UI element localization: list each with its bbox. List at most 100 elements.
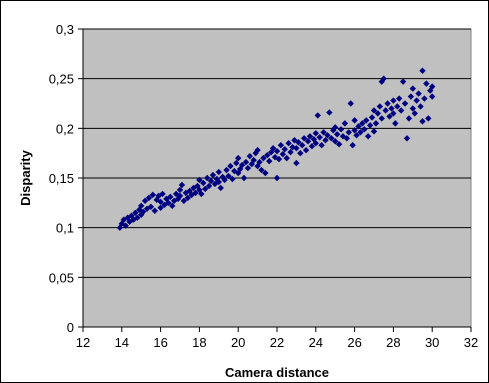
- data-point: [238, 161, 246, 169]
- y-tick-label: 0,1: [56, 221, 74, 236]
- data-point: [324, 132, 331, 139]
- data-point: [203, 174, 211, 182]
- data-point: [155, 192, 162, 200]
- data-point: [157, 204, 164, 211]
- data-point: [374, 110, 382, 117]
- data-point: [293, 159, 300, 167]
- data-point: [320, 129, 327, 136]
- data-point: [287, 148, 294, 156]
- data-point: [392, 120, 399, 127]
- data-point: [266, 157, 273, 165]
- data-points: [116, 67, 436, 231]
- x-tick-label: 22: [270, 335, 284, 350]
- data-point: [124, 214, 131, 221]
- data-point: [372, 120, 380, 127]
- x-tick-labels: 12 14 16 18 20 22 24 26 28 30 32: [76, 335, 478, 350]
- data-point: [275, 155, 283, 163]
- data-point: [407, 93, 415, 100]
- data-point: [337, 126, 345, 133]
- data-point: [289, 144, 296, 151]
- data-point: [388, 105, 395, 112]
- data-point: [264, 151, 271, 159]
- data-point: [250, 156, 257, 164]
- data-point: [285, 140, 292, 147]
- data-point: [138, 202, 145, 210]
- data-point: [419, 118, 426, 125]
- data-point: [399, 78, 407, 85]
- data-point: [227, 162, 234, 170]
- data-point: [217, 184, 224, 192]
- data-point: [269, 145, 277, 152]
- data-point: [273, 174, 281, 182]
- data-point: [413, 97, 420, 104]
- x-axis-title: Camera distance: [225, 365, 329, 380]
- y-tick-labels: 0 0,05 0,1 0,15 0,2 0,25 0,3: [49, 22, 74, 335]
- data-point: [357, 129, 364, 136]
- data-point: [120, 216, 127, 223]
- data-point: [145, 194, 153, 202]
- data-point: [242, 158, 250, 166]
- data-point: [376, 103, 384, 110]
- data-point: [176, 186, 184, 194]
- data-point: [153, 196, 160, 204]
- data-point: [304, 138, 312, 145]
- data-point: [318, 142, 325, 149]
- data-point: [394, 103, 401, 110]
- data-point: [401, 100, 409, 107]
- data-point: [332, 124, 339, 131]
- data-point: [419, 67, 426, 74]
- data-point: [235, 154, 242, 162]
- data-point: [333, 131, 341, 138]
- x-tick-label: 30: [425, 335, 439, 350]
- data-point: [225, 172, 232, 180]
- data-point: [293, 145, 300, 152]
- data-point: [403, 135, 411, 142]
- data-point: [343, 135, 351, 142]
- data-point: [223, 166, 230, 174]
- data-point: [200, 179, 207, 187]
- data-point: [295, 139, 302, 146]
- data-point: [405, 115, 413, 122]
- data-point: [355, 123, 362, 130]
- data-point: [157, 198, 164, 206]
- data-point: [149, 191, 157, 199]
- y-tick-label: 0: [67, 320, 74, 335]
- y-tick-label: 0,15: [49, 171, 74, 186]
- data-point: [258, 166, 265, 174]
- data-point: [126, 218, 133, 225]
- data-point: [409, 105, 416, 112]
- data-point: [429, 93, 436, 100]
- data-point: [134, 214, 141, 221]
- y-axis-title: Disparity: [18, 149, 33, 205]
- data-point: [345, 129, 352, 136]
- data-point: [246, 152, 254, 160]
- data-point: [207, 177, 215, 185]
- data-point: [205, 182, 213, 190]
- data-point: [248, 160, 255, 168]
- data-point: [351, 127, 358, 134]
- data-point: [335, 141, 343, 148]
- data-point: [380, 75, 387, 82]
- data-point: [390, 97, 397, 104]
- data-point: [180, 197, 188, 205]
- data-point: [159, 190, 166, 198]
- data-point: [370, 128, 378, 135]
- x-tick-label: 20: [231, 335, 245, 350]
- data-point: [209, 171, 217, 179]
- x-tick-label: 26: [347, 335, 361, 350]
- data-point: [184, 194, 191, 202]
- data-point: [256, 158, 263, 166]
- data-point: [332, 138, 339, 145]
- data-point: [151, 207, 158, 214]
- data-point: [409, 85, 416, 92]
- data-point: [300, 135, 308, 142]
- data-point: [364, 133, 372, 140]
- data-point: [202, 185, 209, 193]
- data-point: [397, 107, 405, 114]
- data-point: [363, 117, 370, 124]
- x-tick-label: 12: [76, 335, 90, 350]
- data-point: [312, 130, 319, 137]
- data-point: [347, 100, 354, 107]
- x-tick-label: 14: [115, 335, 129, 350]
- data-point: [262, 169, 269, 177]
